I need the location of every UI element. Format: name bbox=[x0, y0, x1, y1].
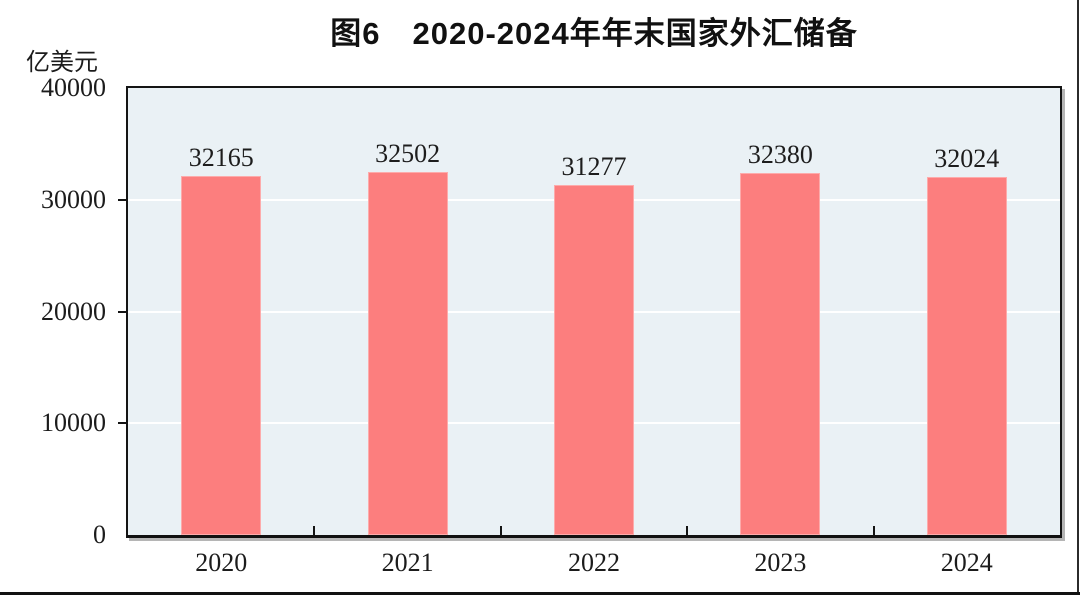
bar-2024 bbox=[926, 177, 1007, 535]
bar-value-label: 32380 bbox=[747, 140, 813, 170]
y-axis-tick-label: 40000 bbox=[41, 73, 106, 102]
bar-value-label: 31277 bbox=[561, 152, 627, 182]
page-right-border bbox=[1077, 0, 1079, 595]
x-axis-tick-mark bbox=[872, 526, 875, 535]
y-axis-tick-label: 10000 bbox=[41, 408, 106, 438]
bar-value-label: 32165 bbox=[188, 142, 254, 172]
bar-2023 bbox=[740, 173, 821, 535]
x-axis-tick-label: 2022 bbox=[568, 548, 620, 577]
y-axis-tick-label: 0 bbox=[93, 520, 106, 549]
y-axis-unit-label: 亿美元 bbox=[26, 50, 98, 76]
x-axis-tick-label: 2023 bbox=[754, 548, 807, 577]
y-axis-tick-label: 20000 bbox=[41, 296, 106, 326]
y-axis-tick-label: 30000 bbox=[41, 184, 106, 214]
bar-2022 bbox=[554, 185, 634, 535]
page-bottom-border bbox=[0, 592, 1080, 595]
x-axis-tick-mark bbox=[686, 526, 689, 535]
x-axis-tick-label: 2024 bbox=[940, 548, 993, 577]
bar-value-label: 32024 bbox=[934, 144, 1000, 174]
y-axis-tick-mark bbox=[118, 422, 126, 425]
x-axis-tick-mark bbox=[499, 526, 502, 535]
bar-2021 bbox=[367, 171, 448, 535]
y-axis-tick-mark bbox=[118, 310, 126, 313]
x-axis-tick-label: 2021 bbox=[381, 548, 434, 577]
chart-title: 图6 2020-2024年年末国家外汇储备 bbox=[330, 16, 858, 51]
bar-2020 bbox=[181, 175, 262, 535]
x-axis-tick-mark bbox=[313, 526, 316, 535]
y-axis-tick-mark bbox=[118, 198, 126, 201]
x-axis-tick-label: 2020 bbox=[195, 548, 248, 577]
plot-area bbox=[126, 86, 1062, 538]
bar-value-label: 32502 bbox=[375, 138, 441, 168]
